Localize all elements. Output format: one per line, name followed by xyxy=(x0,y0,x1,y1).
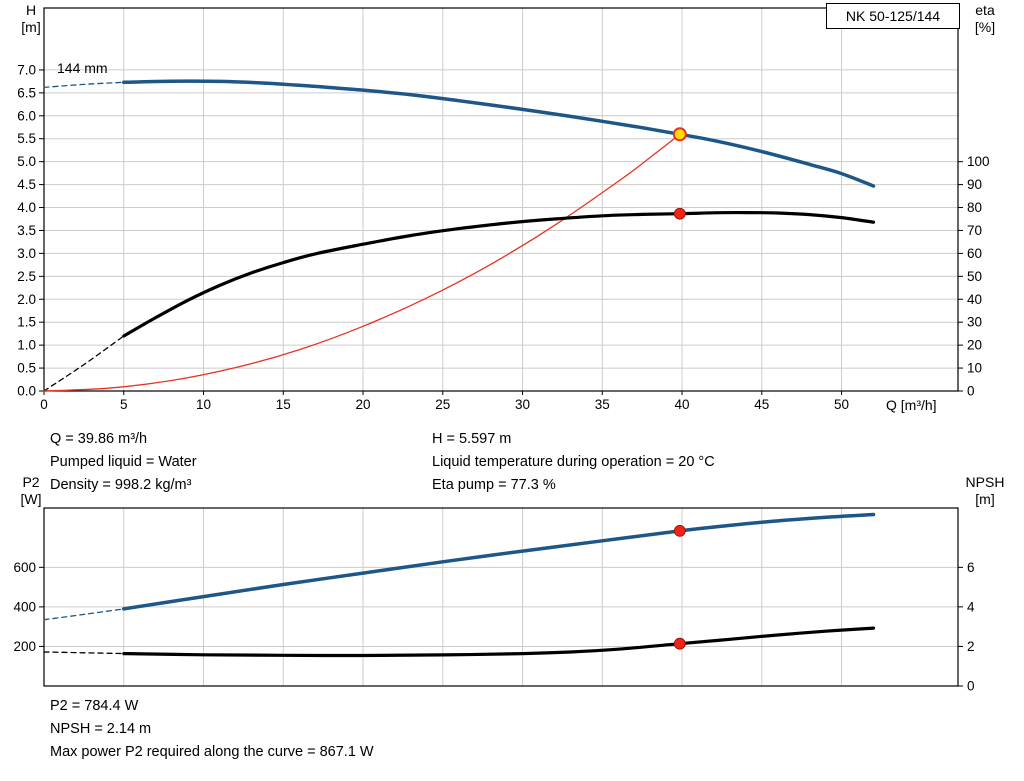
y-right-tick-label: 100 xyxy=(967,154,990,169)
readout-flow: Q = 39.86 m³/h xyxy=(50,431,148,447)
y-right-tick-label: 60 xyxy=(967,246,982,261)
p2-axis-name: P2 xyxy=(22,474,40,490)
y-left-axis-title: H [m] xyxy=(14,2,48,36)
duty-point-p2 xyxy=(673,524,686,537)
y-right-tick-label: 0 xyxy=(967,679,975,694)
y-right-tick-label: 70 xyxy=(967,223,982,238)
x-tick-label: 0 xyxy=(40,397,48,412)
duty-point-npsh xyxy=(673,637,686,650)
y-right-tick-label: 2 xyxy=(967,639,975,654)
readout-max-power: Max power P2 required along the curve = … xyxy=(50,744,374,760)
y-left-tick-label: 6.5 xyxy=(17,85,36,100)
y-left-tick-label: 6.0 xyxy=(17,108,36,123)
y-left-tick-label: 400 xyxy=(13,599,36,614)
y-left-axis-unit: [m] xyxy=(21,19,41,35)
y-left-tick-label: 2.0 xyxy=(17,292,36,307)
impeller-diameter-label: 144 mm xyxy=(57,60,108,76)
system-curve xyxy=(43,133,681,392)
npsh-axis-name: NPSH xyxy=(965,474,1005,490)
y-left-tick-label: 0.5 xyxy=(17,361,36,376)
x-tick-label: 5 xyxy=(120,397,128,412)
readout-liquid-temp: Liquid temperature during operation = 20… xyxy=(432,454,715,470)
y-left-tick-label: 200 xyxy=(13,639,36,654)
y-left-tick-label: 1.0 xyxy=(17,338,36,353)
plot-frame xyxy=(43,507,959,687)
y-right-axis-name: eta xyxy=(975,2,995,18)
y-right-tick-label: 50 xyxy=(967,269,982,284)
qh-eta-chart-svg: 0.0 0.5 1.0 1.5 2.0 2.5 3.0 3.5 4.0 4.5 5.0 5.5 6.0 6… xyxy=(17,7,990,412)
p2-axis-unit: [W] xyxy=(20,491,42,507)
head-curve xyxy=(122,79,876,188)
y-left-tick-label: 7.0 xyxy=(17,62,36,77)
x-tick-label: 35 xyxy=(595,397,610,412)
npsh-axis-title: NPSH [m] xyxy=(956,474,1014,508)
x-tick-label: 30 xyxy=(515,397,530,412)
y-left-tick-label: 4.5 xyxy=(17,177,36,192)
readout-pumped-liquid: Pumped liquid = Water xyxy=(50,454,197,470)
head-curve-dashed xyxy=(43,81,125,89)
y-right-tick-label: 80 xyxy=(967,200,982,215)
x-tick-label: 10 xyxy=(196,397,211,412)
y-left-tick-label: 3.0 xyxy=(17,246,36,261)
x-tick-label: 40 xyxy=(675,397,690,412)
y-left-tick-label: 5.5 xyxy=(17,131,36,146)
x-tick-label: 50 xyxy=(834,397,849,412)
readout-p2: P2 = 784.4 W xyxy=(50,698,139,714)
plot-frame xyxy=(43,7,959,392)
pump-model-box: NK 50-125/144 xyxy=(826,3,960,29)
duty-point-eta xyxy=(673,207,686,220)
y-right-tick-label: 30 xyxy=(967,315,982,330)
y-left-tick-label: 0.0 xyxy=(17,384,36,399)
npsh-curve xyxy=(122,626,876,658)
duty-point-head xyxy=(672,127,687,142)
y-right-tick-label: 6 xyxy=(967,560,975,575)
npsh-curve-dashed xyxy=(43,651,125,655)
p2-curve-dashed xyxy=(43,608,125,621)
y-right-tick-label: 4 xyxy=(967,599,975,614)
readout-npsh: NPSH = 2.14 m xyxy=(50,721,152,737)
y-left-tick-label: 5.0 xyxy=(17,154,36,169)
y-left-tick-label: 2.5 xyxy=(17,269,36,284)
p2-curve xyxy=(122,512,876,611)
p2-axis-title: P2 [W] xyxy=(14,474,48,508)
y-right-axis-unit: [%] xyxy=(974,19,996,35)
y-right-tick-label: 0 xyxy=(967,384,975,399)
eta-curve xyxy=(122,210,876,338)
y-right-tick-label: 10 xyxy=(967,361,982,376)
npsh-axis-unit: [m] xyxy=(975,491,995,507)
readout-eta-pump: Eta pump = 77.3 % xyxy=(432,477,556,493)
x-axis-title: Q [m³/h] xyxy=(886,397,937,413)
x-tick-label: 45 xyxy=(754,397,769,412)
x-tick-label: 25 xyxy=(435,397,450,412)
eta-curve-dashed xyxy=(43,335,125,392)
y-right-tick-label: 90 xyxy=(967,177,982,192)
readout-head: H = 5.597 m xyxy=(432,431,512,447)
x-tick-label: 15 xyxy=(276,397,291,412)
y-left-axis-name: H xyxy=(25,2,37,18)
y-left-tick-label: 1.5 xyxy=(17,315,36,330)
y-right-axis-title: eta [%] xyxy=(962,2,1008,36)
x-tick-label: 20 xyxy=(356,397,371,412)
y-right-tick-label: 40 xyxy=(967,292,982,307)
y-left-tick-label: 4.0 xyxy=(17,200,36,215)
y-left-tick-label: 3.5 xyxy=(17,223,36,238)
readout-density: Density = 998.2 kg/m³ xyxy=(50,477,192,493)
y-right-tick-label: 20 xyxy=(967,338,982,353)
y-left-tick-label: 600 xyxy=(13,560,36,575)
p2-npsh-chart-svg: 200 400 600 0 2 4 6 xyxy=(13,507,975,694)
